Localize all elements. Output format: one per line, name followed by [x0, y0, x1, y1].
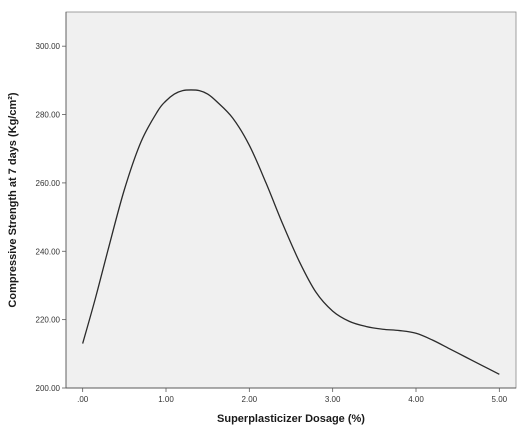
y-tick-label: 240.00 — [36, 247, 61, 256]
ticks: 200.00 220.00 240.00 260.00 280.00 300.00 .00 1… — [36, 42, 508, 404]
y-axis-title: Compressive Strength at 7 days (Kg/cm²) — [7, 92, 19, 308]
x-tick-label: 5.00 — [492, 395, 508, 404]
x-tick-label: 3.00 — [325, 395, 341, 404]
y-tick-label: 220.00 — [36, 316, 61, 325]
y-tick-label: 260.00 — [36, 179, 61, 188]
x-tick-label: 2.00 — [242, 395, 258, 404]
x-tick-label: 4.00 — [408, 395, 424, 404]
x-axis-title: Superplasticizer Dosage (%) — [217, 413, 365, 425]
plot-background — [65, 11, 517, 389]
axes — [65, 12, 516, 389]
series — [82, 89, 500, 375]
series-line — [82, 89, 500, 375]
x-tick-label: .00 — [77, 395, 89, 404]
y-tick-label: 280.00 — [36, 111, 61, 120]
y-tick-label: 200.00 — [36, 384, 61, 393]
y-tick-label: 300.00 — [36, 42, 61, 51]
x-tick-label: 1.00 — [158, 395, 174, 404]
